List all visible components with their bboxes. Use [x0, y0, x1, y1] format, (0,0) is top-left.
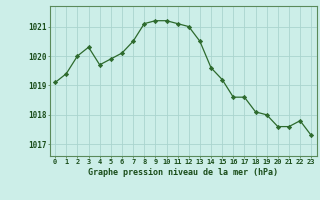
X-axis label: Graphe pression niveau de la mer (hPa): Graphe pression niveau de la mer (hPa) — [88, 168, 278, 177]
